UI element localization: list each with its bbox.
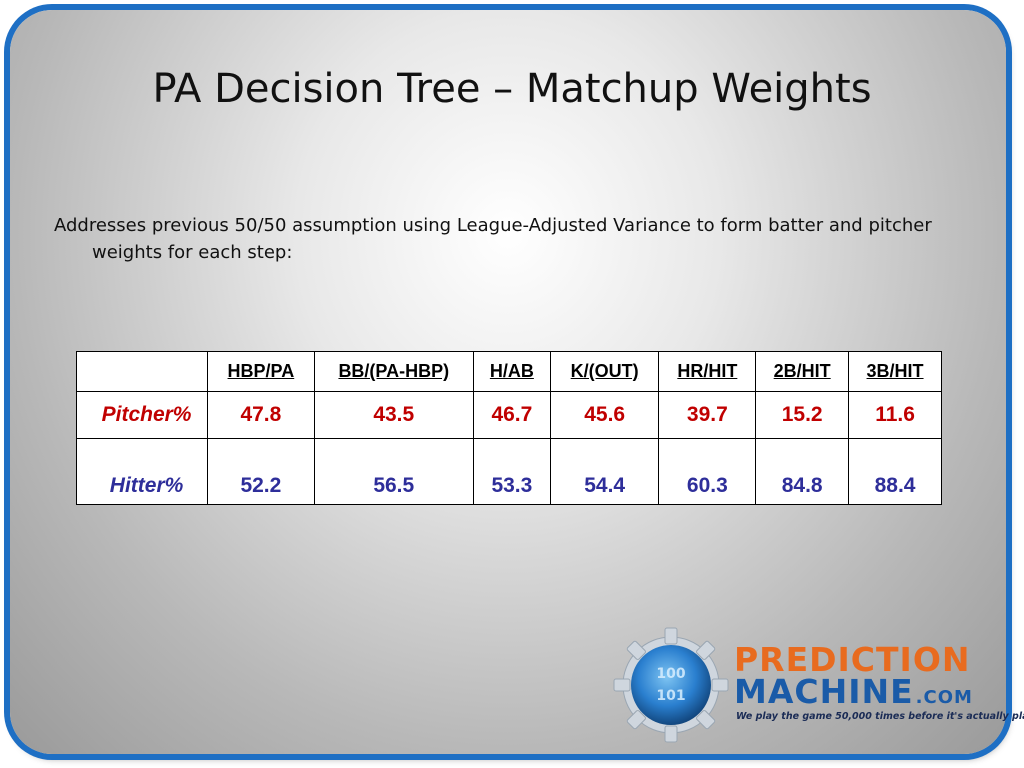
row-label-pitcher: Pitcher% [75,391,209,439]
gear-digits-bottom: 101 [656,688,685,704]
row-label-hitter: Hitter% [75,438,209,505]
logo-word-prediction: PREDICTION [734,640,971,679]
table-header-row: HBP/PA BB/(PA-HBP) H/AB K/(OUT) HR/HIT 2… [75,351,942,392]
matchup-weights-table: HBP/PA BB/(PA-HBP) H/AB K/(OUT) HR/HIT 2… [75,351,942,505]
header-cell: 3B/HIT [848,351,942,392]
table-cell: 60.3 [658,438,757,505]
table-cell: 88.4 [848,438,942,505]
table-row: Pitcher% 47.8 43.5 46.7 45.6 39.7 15.2 1… [75,391,942,439]
table-row: Hitter% 52.2 56.5 53.3 54.4 60.3 84.8 88… [75,438,942,505]
gear-digits-top: 100 [656,666,685,682]
table-cell: 43.5 [313,391,474,439]
table-cell: 47.8 [207,391,315,439]
table-cell: 11.6 [848,391,942,439]
table-cell: 84.8 [755,438,850,505]
header-cell: HBP/PA [207,351,315,392]
table-cell: 45.6 [549,391,660,439]
header-cell: H/AB [472,351,551,392]
header-cell: 2B/HIT [755,351,850,392]
table-cell: 54.4 [549,438,660,505]
table-cell: 56.5 [313,438,474,505]
table-cell: 39.7 [658,391,757,439]
table-cell: 15.2 [755,391,850,439]
table-cell: 46.7 [472,391,551,439]
logo-tagline: We play the game 50,000 times before it'… [736,711,1024,722]
header-cell: HR/HIT [658,351,757,392]
logo-word-machine: MACHINE .COM [734,672,973,711]
table-cell: 52.2 [207,438,315,505]
table-cell: 53.3 [472,438,551,505]
slide-title: PA Decision Tree – Matchup Weights [152,66,872,112]
prediction-machine-logo: 100 101 PREDICTION MACHINE .COM We play t… [612,626,1024,743]
header-cell: K/(OUT) [549,351,660,392]
header-cell-blank [75,351,209,392]
slide-body-text: Addresses previous 50/50 assumption usin… [54,215,932,263]
logo-word-machine-text: MACHINE [734,672,914,711]
gear-binary-globe-icon: 100 101 [613,627,729,743]
header-cell: BB/(PA-HBP) [313,351,474,392]
logo-suffix: .COM [915,687,973,708]
